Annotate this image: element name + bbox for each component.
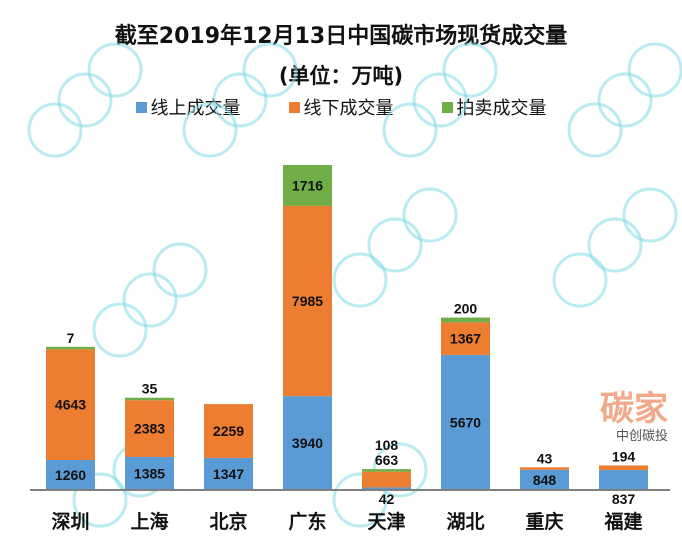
x-tick-label: 重庆 (525, 510, 563, 533)
watermark-circle (152, 242, 208, 298)
legend-swatch-offline (288, 101, 300, 113)
watermark-circle (57, 72, 113, 128)
watermark-circle (627, 42, 682, 98)
bar-segment-auction (362, 469, 411, 472)
data-label: 3940 (292, 435, 323, 451)
x-tick-label: 福建 (603, 510, 642, 533)
data-label: 2259 (213, 423, 244, 439)
data-label: 4643 (55, 397, 86, 413)
legend-item-offline: 线下成交量 (288, 94, 394, 120)
data-label: 200 (454, 301, 478, 317)
watermark-circle (622, 187, 678, 243)
bar-segment-online (125, 457, 174, 490)
watermark-circle (597, 72, 653, 128)
x-tick-label: 深圳 (51, 510, 89, 533)
data-label: 7 (67, 330, 75, 346)
data-label: 2383 (134, 421, 165, 437)
x-tick-label: 天津 (367, 510, 405, 533)
data-label: 108 (375, 437, 399, 453)
watermark-circle (332, 252, 388, 308)
data-label: 1260 (55, 467, 86, 483)
bar-segment-offline (283, 205, 332, 397)
bar-segment-offline (520, 467, 569, 470)
bar-segment-online (520, 469, 569, 490)
watermark-layer (27, 42, 682, 528)
bar-segment-offline (599, 465, 648, 471)
x-tick-label: 广东 (288, 510, 326, 533)
bar-segment-offline (362, 471, 411, 488)
bar-group: 3940 7985 1716 (283, 165, 332, 490)
legend-swatch-auction (441, 101, 453, 113)
legend-swatch-online (135, 101, 147, 113)
bar-segment-online (46, 459, 95, 490)
data-label: 35 (142, 381, 158, 397)
data-label: 1385 (134, 466, 165, 482)
data-label: 42 (379, 491, 395, 507)
data-label: 194 (612, 448, 636, 464)
data-label: 1367 (450, 331, 481, 347)
watermark-circle (402, 187, 458, 243)
bar-segment-online (362, 487, 411, 490)
data-label: 1716 (292, 177, 323, 193)
chart-subtitle: (单位：万吨) (278, 64, 404, 88)
legend-label-auction: 拍卖成交量 (456, 98, 547, 119)
bar-segment-online (283, 396, 332, 490)
watermark-circle (552, 252, 608, 308)
watermark-circle (587, 217, 643, 273)
x-tick-label: 湖北 (446, 511, 484, 533)
bars-layer: 1260 4643 7 1385 2383 35 1347 2259 3940 7985 1716 4… (46, 165, 648, 507)
bar-segment-offline (46, 349, 95, 460)
data-label: 848 (533, 472, 557, 488)
bar-segment-online (599, 470, 648, 490)
bar-segment-auction (283, 165, 332, 206)
bar-segment-auction (441, 317, 490, 323)
watermark-circle (92, 302, 148, 358)
bar-segment-auction (46, 346, 95, 350)
bar-segment-auction (125, 397, 174, 401)
watermark-circle (87, 42, 143, 98)
data-label: 7985 (292, 293, 323, 309)
bar-segment-online (441, 354, 490, 490)
watermark-circle (442, 42, 498, 98)
data-label: 837 (612, 491, 636, 507)
bar-segment-online (204, 457, 253, 490)
data-label: 43 (537, 450, 553, 466)
bar-group: 1385 2383 35 (125, 381, 174, 490)
watermark-circle (27, 102, 83, 158)
bar-group: 1260 4643 7 (46, 330, 95, 490)
bar-group: 5670 1367 200 (441, 301, 490, 490)
legend-label-offline: 线下成交量 (303, 98, 394, 119)
watermark-circle (72, 472, 128, 528)
data-label: 1347 (213, 466, 244, 482)
watermark-circle (367, 217, 423, 273)
x-tick-labels: 深圳 上海 北京 广东 天津 湖北 重庆 福建 (51, 510, 642, 533)
chart-title: 截至2019年12月13日中国碳市场现货成交量 (114, 24, 568, 49)
watermark-brand: 碳家 (600, 390, 668, 428)
bar-group: 1347 2259 (204, 404, 253, 490)
watermark-circle (332, 472, 388, 528)
bar-group: 837 194 (599, 448, 648, 507)
watermark-text: 中创碳投 (616, 428, 668, 443)
watermark-circle (182, 102, 238, 158)
bar-segment-offline (125, 400, 174, 458)
watermark-circle (212, 72, 268, 128)
bar-segment-offline (204, 404, 253, 458)
legend-item-auction: 拍卖成交量 (441, 94, 547, 120)
data-label: 663 (375, 452, 399, 468)
watermark-circle (567, 102, 623, 158)
watermark-circle (242, 42, 298, 98)
watermark-circle (382, 102, 438, 158)
x-tick-label: 上海 (130, 510, 168, 533)
bar-segment-offline (441, 322, 490, 355)
watermark-circle (122, 272, 178, 328)
x-tick-label: 北京 (209, 510, 247, 533)
watermark-circle (412, 72, 468, 128)
data-label: 5670 (450, 414, 481, 430)
